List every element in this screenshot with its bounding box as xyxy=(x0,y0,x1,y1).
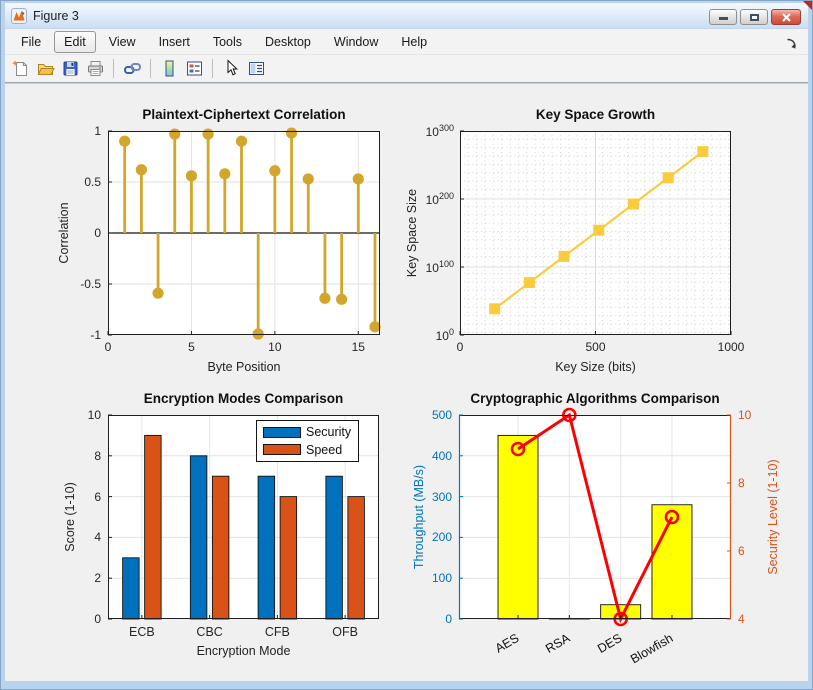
legend-label: Speed xyxy=(306,442,343,457)
tick-label: CFB xyxy=(264,625,290,639)
tick-label: 1 xyxy=(94,124,101,138)
key-space-plot: Key Space Growth Key Size (bits) Key Spa… xyxy=(405,107,744,374)
legend[interactable]: Security Speed xyxy=(256,420,360,462)
legend-label: Security xyxy=(306,425,352,439)
menu-item-window[interactable]: Window xyxy=(333,34,379,49)
minimize-icon xyxy=(718,17,728,20)
open-file-icon[interactable] xyxy=(35,59,55,79)
menu-item-desktop[interactable]: Desktop xyxy=(265,34,311,49)
tick-label: 10 xyxy=(268,340,282,354)
tick-label: 2 xyxy=(94,571,101,586)
tick-label: 8 xyxy=(94,448,101,463)
x-axis-label: Key Size (bits) xyxy=(555,360,636,374)
figure-canvas: Plaintext-Ciphertext Correlation Byte Po… xyxy=(5,84,808,681)
tick-label: 10 xyxy=(87,408,101,422)
tick-label: 6 xyxy=(738,544,745,558)
menu-item-tools[interactable]: Tools xyxy=(212,34,243,49)
y-axis-label: Key Space Size xyxy=(405,188,419,278)
tick-label: 100 xyxy=(435,327,454,343)
tick-label: 0 xyxy=(445,612,452,626)
plot-title: Cryptographic Algorithms Comparison xyxy=(470,391,720,406)
window-title: Figure 3 xyxy=(33,8,79,23)
tick-label: OFB xyxy=(332,625,358,639)
tick-label: -1 xyxy=(90,328,101,342)
matlab-icon xyxy=(11,7,27,24)
tick-label: 10 xyxy=(738,408,752,422)
plot-title: Key Space Growth xyxy=(535,107,656,122)
tick-label: 0 xyxy=(94,226,101,240)
y-axis-label: Score (1-10) xyxy=(63,482,77,552)
tick-label: 10300 xyxy=(425,123,454,139)
right-y-axis-label: Security Level (1-10) xyxy=(766,459,780,575)
tick-label: 0.5 xyxy=(84,175,101,189)
legend-item-speed: Speed xyxy=(263,442,351,457)
menu-item-view[interactable]: View xyxy=(108,34,136,49)
legend-item-security: Security xyxy=(263,426,351,439)
title-bar[interactable]: Figure 3 xyxy=(5,3,808,29)
legend-swatch xyxy=(263,444,301,456)
tick-label: 4 xyxy=(94,530,101,545)
x-axis-label: Byte Position xyxy=(207,360,281,374)
tick-label: ECB xyxy=(129,625,155,639)
tick-label: 15 xyxy=(351,340,365,354)
link-plot-icon[interactable] xyxy=(122,59,142,79)
legend-swatch xyxy=(263,426,301,438)
tick-label: 4 xyxy=(738,612,745,626)
plot-title: Plaintext-Ciphertext Correlation xyxy=(142,107,346,122)
insert-legend-icon[interactable] xyxy=(184,59,204,79)
tick-label: 500 xyxy=(431,408,452,422)
tick-label: 300 xyxy=(431,489,452,504)
tick-label: -0.5 xyxy=(80,277,101,291)
edit-plot-icon[interactable] xyxy=(221,59,241,79)
maximize-button[interactable] xyxy=(740,9,768,25)
tick-label: 100 xyxy=(431,571,452,586)
window-controls xyxy=(709,9,801,25)
corner-artifact xyxy=(803,1,812,10)
menu-bar: File Edit View Insert Tools Desktop Window Help xyxy=(5,29,808,55)
toolbar-separator xyxy=(212,59,213,78)
tick-label: 0 xyxy=(456,340,464,354)
close-button[interactable] xyxy=(771,9,801,25)
tick-label: 8 xyxy=(738,476,745,490)
tick-label: 0 xyxy=(94,612,101,626)
save-figure-icon[interactable] xyxy=(60,59,80,79)
tick-label: 10200 xyxy=(425,191,454,207)
tick-label: 0 xyxy=(104,340,112,354)
property-editor-icon[interactable] xyxy=(246,59,266,79)
left-y-axis-label: Throughput (MB/s) xyxy=(412,464,426,570)
tick-label: 200 xyxy=(431,530,452,545)
y-axis-label: Correlation xyxy=(57,202,71,264)
menu-item-help[interactable]: Help xyxy=(401,34,428,49)
encryption-modes-bar-chart: Encryption Modes Comparison Encryption M… xyxy=(63,391,379,658)
toolbar-separator xyxy=(150,59,151,78)
x-axis-label: Encryption Mode xyxy=(196,644,291,658)
maximize-icon xyxy=(749,14,759,21)
close-icon xyxy=(781,12,791,22)
tick-label: 5 xyxy=(188,340,195,354)
plot-area xyxy=(459,130,732,336)
tick-label: 400 xyxy=(431,448,452,463)
correlation-stem-plot: Plaintext-Ciphertext Correlation Byte Po… xyxy=(57,107,381,374)
plot-area xyxy=(458,407,732,627)
menu-item-file[interactable]: File xyxy=(21,34,42,49)
insert-colorbar-icon[interactable] xyxy=(159,59,179,79)
dock-figure-arrow[interactable] xyxy=(785,37,798,55)
new-figure-icon[interactable] xyxy=(10,59,30,79)
tick-label: CBC xyxy=(196,625,223,639)
plot-title: Encryption Modes Comparison xyxy=(143,391,344,406)
minimize-button[interactable] xyxy=(709,9,737,25)
tick-label: 10100 xyxy=(425,259,454,275)
figure-toolbar xyxy=(5,55,808,83)
tick-label: 1000 xyxy=(717,340,745,354)
toolbar-separator xyxy=(113,59,114,78)
menu-item-insert[interactable]: Insert xyxy=(158,34,190,49)
print-figure-icon[interactable] xyxy=(85,59,105,79)
tick-label: 6 xyxy=(94,489,101,504)
menu-item-edit[interactable]: Edit xyxy=(54,30,96,53)
plot-area xyxy=(108,414,379,620)
crypto-algorithms-combo-chart: Cryptographic Algorithms Comparison Thro… xyxy=(412,391,780,666)
plot-area xyxy=(107,127,381,340)
tick-label: 500 xyxy=(585,340,606,354)
